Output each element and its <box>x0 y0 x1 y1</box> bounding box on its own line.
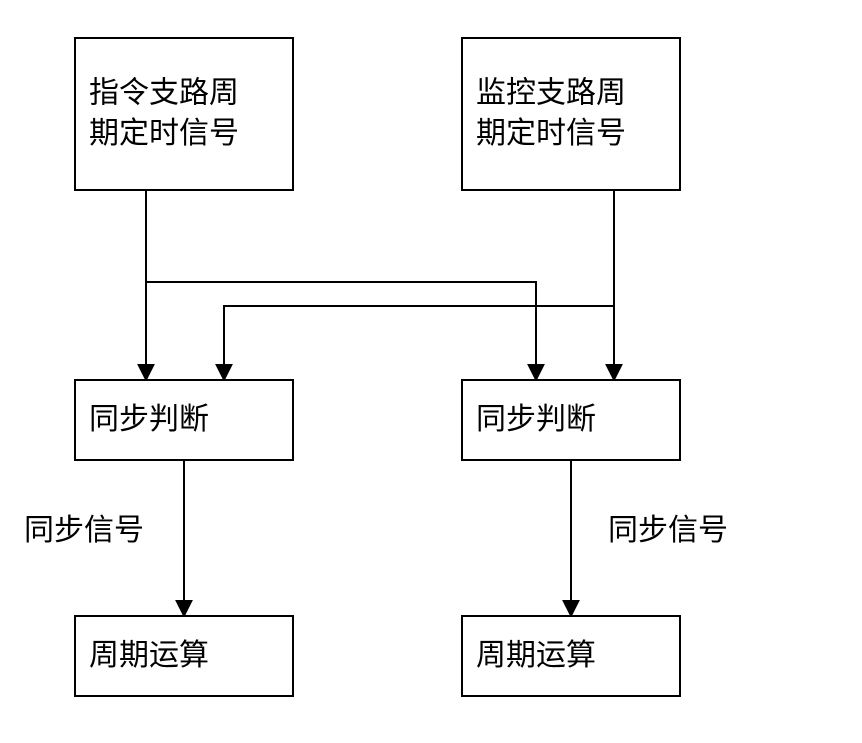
node-bot_right-line0: 周期运算 <box>476 639 596 672</box>
node-top_right-line1: 期定时信号 <box>476 117 626 150</box>
node-top_left-line1: 期定时信号 <box>89 117 239 150</box>
node-bot_left-line0: 周期运算 <box>89 639 209 672</box>
node-bot_right: 周期运算 <box>462 616 680 696</box>
node-top_right-line0: 监控支路周 <box>476 77 626 110</box>
edge-3 <box>224 306 614 380</box>
edge-label-0: 同步信号 <box>24 514 144 547</box>
node-top_left-line0: 指令支路周 <box>89 77 239 110</box>
node-mid_left: 同步判断 <box>75 380 293 460</box>
node-mid_right-line0: 同步判断 <box>476 403 596 436</box>
node-mid_right: 同步判断 <box>462 380 680 460</box>
node-mid_left-line0: 同步判断 <box>89 403 209 436</box>
node-top_right: 监控支路周期定时信号 <box>462 38 680 190</box>
flowchart-canvas: 指令支路周期定时信号监控支路周期定时信号同步判断同步判断周期运算周期运算同步信号… <box>0 0 862 743</box>
edge-label-1: 同步信号 <box>608 514 728 547</box>
node-top_left: 指令支路周期定时信号 <box>75 38 293 190</box>
node-bot_left: 周期运算 <box>75 616 293 696</box>
edge-1 <box>146 282 536 380</box>
